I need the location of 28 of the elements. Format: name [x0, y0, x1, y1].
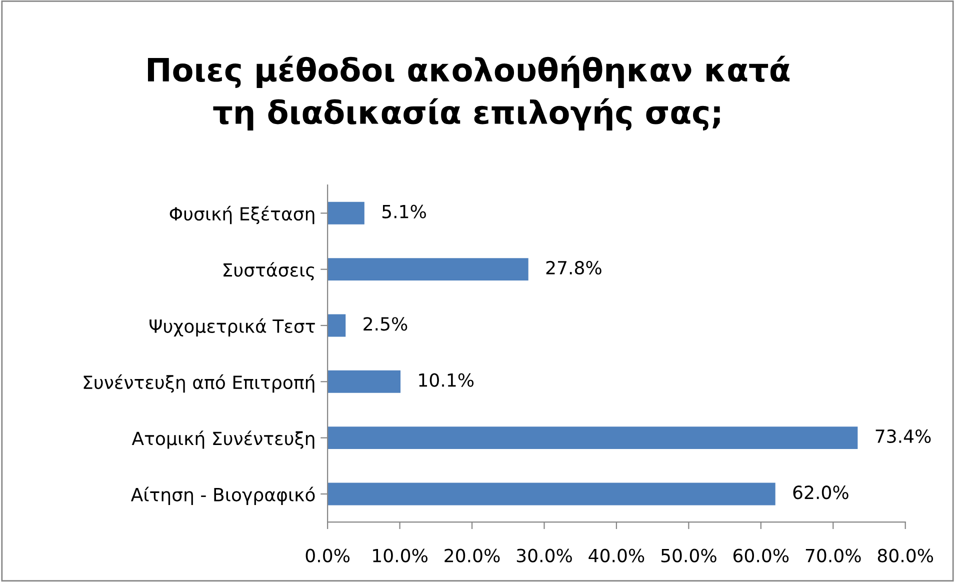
x-tick-label: 0.0% — [306, 548, 350, 562]
y-tick-label: Ψυχομετρικά Τεστ — [150, 318, 315, 336]
x-tick-label: 70.0% — [806, 548, 861, 562]
bar — [328, 258, 528, 281]
x-tick-label: 80.0% — [878, 548, 934, 562]
chart-title: Ποιες μέθοδοι ακολουθήθηκαν κατά τη διαδικασία επιλογής σας; — [148, 56, 790, 130]
bar — [328, 426, 858, 450]
data-label: 2.5% — [364, 317, 408, 331]
x-tick-label: 30.0% — [516, 548, 572, 562]
x-tick-label: 60.0% — [733, 548, 789, 562]
y-tick-label: Ατομική Συνέντευξη — [132, 430, 314, 449]
data-label: 5.1% — [382, 204, 426, 218]
bar — [328, 370, 401, 393]
y-tick-label: Συστάσεις — [224, 262, 314, 280]
bar — [328, 202, 364, 224]
bar — [328, 482, 776, 506]
x-tick-label: 50.0% — [661, 548, 716, 562]
x-tick-label: 20.0% — [444, 548, 500, 562]
data-label: 10.1% — [419, 373, 474, 387]
x-tick-label: 10.0% — [373, 548, 428, 562]
y-tick-label: Φυσική Εξέταση — [170, 206, 314, 224]
bar — [328, 314, 346, 337]
y-tick-label: Συνέντευξη από Επιτροπή — [84, 374, 314, 393]
data-label: 27.8% — [546, 260, 602, 275]
y-tick-label: Αίτηση - Βιογραφικό — [130, 486, 315, 505]
data-label: 62.0% — [793, 486, 848, 500]
x-tick-label: 40.0% — [588, 548, 644, 562]
data-label: 73.4% — [876, 429, 931, 444]
